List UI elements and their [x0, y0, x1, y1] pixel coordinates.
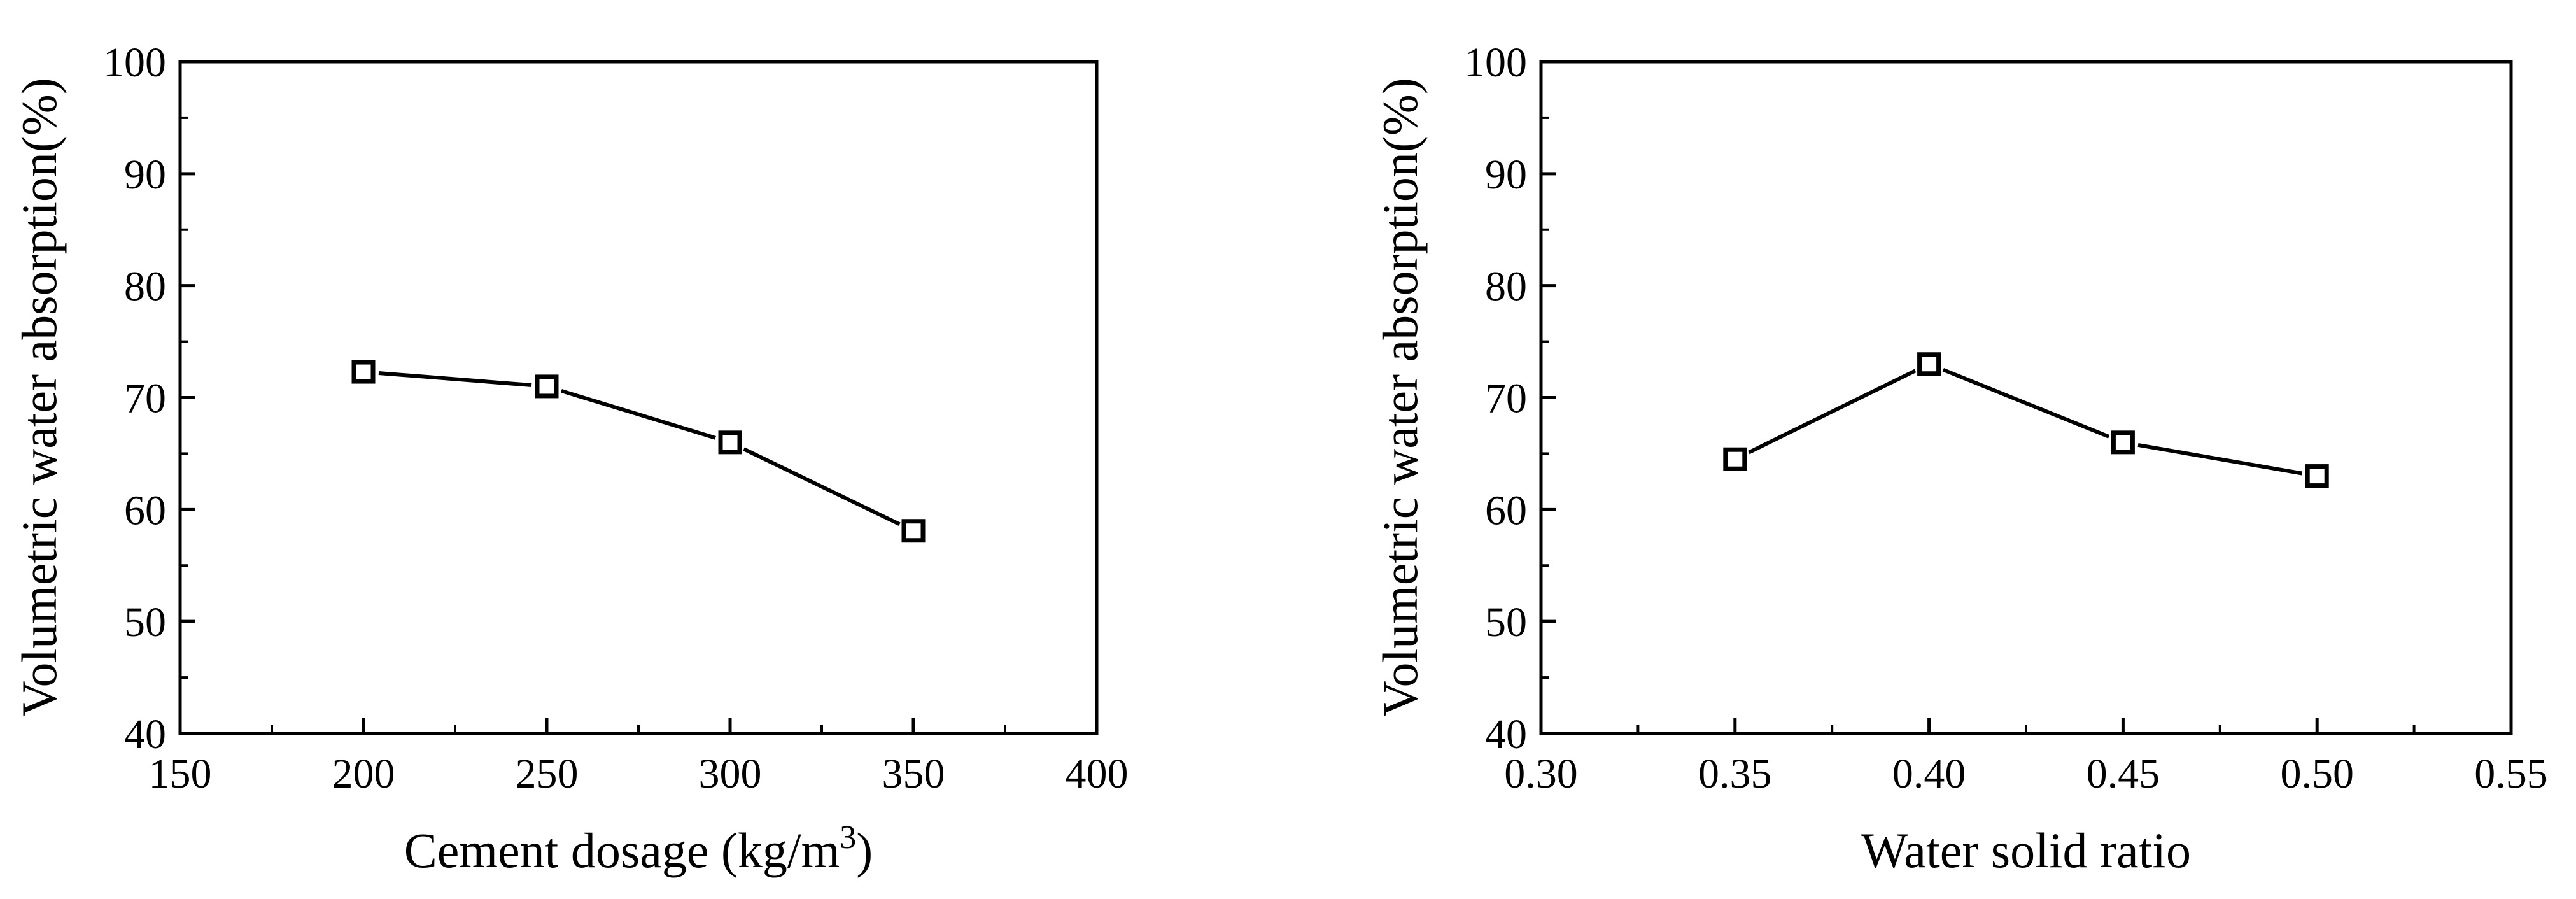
x-tick-label: 400 [1066, 751, 1129, 797]
series-segment [378, 371, 532, 388]
y-tick-label: 40 [1485, 711, 1527, 758]
x-tick-labels: 0.30 0.35 0.40 0.45 0.50 0.55 [1504, 751, 2548, 797]
y-tick-label: 40 [124, 711, 166, 758]
y-tick-label: 80 [1485, 264, 1527, 310]
y-axis-title: Volumetric water absorption(%) [11, 78, 67, 717]
series-lines [378, 371, 901, 527]
data-point-marker [901, 519, 926, 543]
x-tick-label: 350 [882, 751, 945, 797]
y-tick-label: 100 [1464, 39, 1527, 86]
x-tick-label: 0.45 [2087, 751, 2160, 797]
y-tick-label: 60 [124, 487, 166, 534]
x-tick-label: 250 [516, 751, 579, 797]
x-tick-label: 300 [699, 751, 762, 797]
series-segment [1942, 367, 2110, 439]
chart-cement-dosage: 150 200 250 300 350 400 40 50 60 70 80 90 100 Cemen… [11, 39, 1129, 878]
data-point-marker [2305, 464, 2329, 488]
data-point-marker [2111, 430, 2135, 455]
series-lines [1748, 367, 2303, 476]
y-tick-label: 70 [1485, 376, 1527, 422]
x-tick-label: 150 [149, 751, 212, 797]
x-tick-label: 0.55 [2474, 751, 2548, 797]
x-tick-label: 0.30 [1504, 751, 1578, 797]
x-tick-label: 0.40 [1892, 751, 1966, 797]
y-tick-labels: 40 50 60 70 80 90 100 [1464, 39, 1527, 758]
y-tick-label: 50 [1485, 599, 1527, 646]
y-tick-label: 70 [124, 376, 166, 422]
x-tick-label: 0.50 [2280, 751, 2354, 797]
series-segment [561, 389, 716, 440]
series-segment [2137, 442, 2303, 476]
data-point-marker [351, 360, 376, 384]
y-tick-label: 60 [1485, 487, 1527, 534]
data-point-marker [1723, 447, 1747, 471]
y-tick-label: 90 [1485, 152, 1527, 198]
axis-ticks [180, 116, 1006, 733]
series-markers [1723, 352, 2329, 488]
data-point-marker [718, 430, 742, 455]
x-axis-title: Water solid ratio [1861, 823, 2191, 878]
y-tick-label: 100 [103, 39, 166, 86]
y-tick-label: 80 [124, 264, 166, 310]
x-tick-label: 200 [332, 751, 395, 797]
series-segment [743, 447, 901, 527]
y-tick-label: 50 [124, 599, 166, 646]
y-axis-title: Volumetric water absorption(%) [1372, 78, 1428, 717]
y-tick-label: 90 [124, 152, 166, 198]
data-point-marker [1917, 352, 1941, 376]
series-segment [1748, 369, 1917, 455]
chart-water-solid-ratio: 0.30 0.35 0.40 0.45 0.50 0.55 40 50 60 70 80 90 100… [1372, 39, 2548, 878]
series-markers [351, 360, 926, 543]
data-point-marker [535, 374, 559, 399]
plot-frame [178, 60, 1099, 735]
x-axis-title: Cement dosage (kg/m3) [404, 819, 873, 878]
y-tick-labels: 40 50 60 70 80 90 100 [103, 39, 166, 758]
x-tick-label: 0.35 [1698, 751, 1772, 797]
x-tick-labels: 150 200 250 300 350 400 [149, 751, 1129, 797]
axis-ticks [1541, 116, 2416, 733]
plot-frame [1539, 60, 2513, 735]
